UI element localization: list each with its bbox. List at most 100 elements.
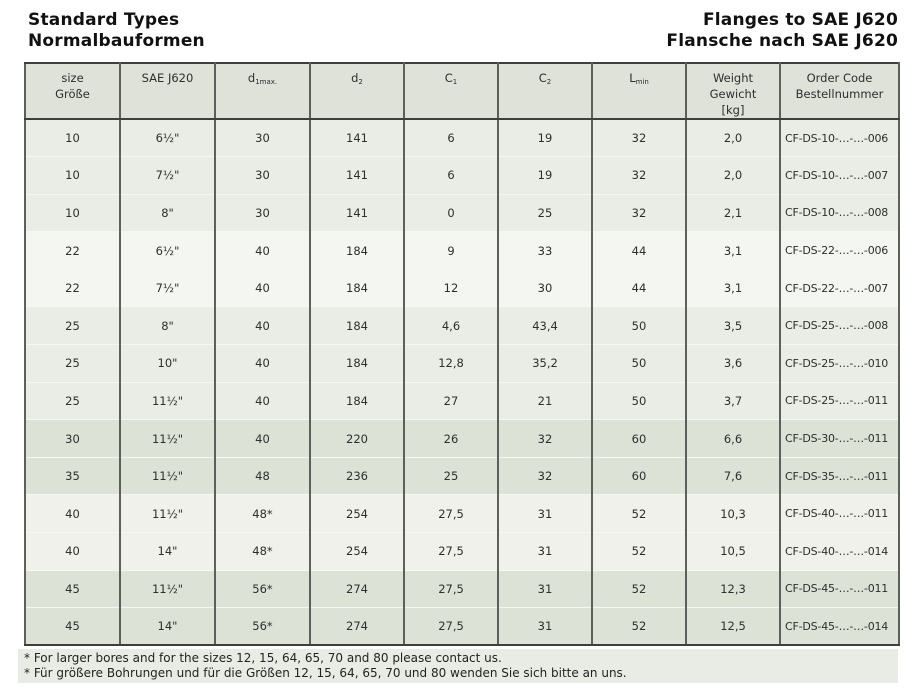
table-row: 25 8" 40 184 4,6 43,4 50 3,5 CF-DS-25-…-…-008 — [24, 306, 900, 345]
cell-d2: 184 — [309, 344, 405, 383]
cell-weight: 3,7 — [685, 381, 781, 420]
cell-weight: 2,1 — [685, 193, 781, 232]
cell-sae: 6½" — [119, 231, 216, 270]
cell-c1: 6 — [403, 118, 499, 157]
cell-c2: 32 — [497, 419, 593, 458]
cell-lmin: 32 — [591, 156, 687, 195]
footnotes-block: * For larger bores and for the sizes 12,… — [18, 649, 898, 683]
cell-lmin: 32 — [591, 193, 687, 232]
cell-sae: 14" — [119, 532, 216, 571]
table-row: 40 14" 48* 254 27,5 31 52 10,5 CF-DS-40-…-…-014 — [24, 532, 900, 571]
cell-order: CF-DS-30-…-…-011 — [779, 419, 900, 458]
col-header-weight: Weight Gewicht [kg] — [685, 62, 781, 120]
cell-c2: 31 — [497, 569, 593, 608]
cell-size: 10 — [24, 156, 121, 195]
cell-c1: 27,5 — [403, 494, 499, 533]
cell-c2: 31 — [497, 494, 593, 533]
cell-lmin: 52 — [591, 532, 687, 571]
cell-size: 25 — [24, 381, 121, 420]
page-title-right: Flanges to SAE J620 Flansche nach SAE J6… — [666, 10, 898, 52]
cell-order: CF-DS-45-…-…-011 — [779, 569, 900, 608]
cell-size: 40 — [24, 532, 121, 571]
table-row: 10 7½" 30 141 6 19 32 2,0 CF-DS-10-…-…-007 — [24, 156, 900, 195]
cell-sae: 11½" — [119, 381, 216, 420]
cell-d1max: 48 — [214, 456, 311, 495]
cell-d1max: 48* — [214, 494, 311, 533]
cell-size: 30 — [24, 419, 121, 458]
cell-weight: 10,5 — [685, 532, 781, 571]
cell-lmin: 52 — [591, 607, 687, 647]
table-row: 22 7½" 40 184 12 30 44 3,1 CF-DS-22-…-…-007 — [24, 268, 900, 307]
cell-c1: 6 — [403, 156, 499, 195]
cell-sae: 11½" — [119, 569, 216, 608]
cell-order: CF-DS-45-…-…-014 — [779, 607, 900, 647]
cell-c2: 21 — [497, 381, 593, 420]
table-row: 10 6½" 30 141 6 19 32 2,0 CF-DS-10-…-…-006 — [24, 118, 900, 157]
table-row: 25 11½" 40 184 27 21 50 3,7 CF-DS-25-…-…-011 — [24, 381, 900, 420]
cell-c2: 31 — [497, 607, 593, 647]
cell-size: 45 — [24, 607, 121, 647]
cell-lmin: 60 — [591, 456, 687, 495]
cell-c1: 26 — [403, 419, 499, 458]
cell-weight: 10,3 — [685, 494, 781, 533]
col-header-order: Order Code Bestellnummer — [779, 62, 900, 120]
cell-sae: 11½" — [119, 456, 216, 495]
cell-order: CF-DS-25-…-…-010 — [779, 344, 900, 383]
flange-dimensions-table: size Größe SAE J620 d1max. d2 C1 C2 Lmin Weight G… — [24, 62, 900, 647]
cell-c1: 25 — [403, 456, 499, 495]
table-row: 30 11½" 40 220 26 32 60 6,6 CF-DS-30-…-…-011 — [24, 419, 900, 458]
cell-order: CF-DS-35-…-…-011 — [779, 456, 900, 495]
cell-d2: 220 — [309, 419, 405, 458]
cell-d2: 254 — [309, 494, 405, 533]
col-header-size: size Größe — [24, 62, 121, 120]
cell-weight: 12,3 — [685, 569, 781, 608]
cell-weight: 7,6 — [685, 456, 781, 495]
cell-lmin: 50 — [591, 344, 687, 383]
cell-order: CF-DS-25-…-…-008 — [779, 306, 900, 345]
footnote-english: * For larger bores and for the sizes 12,… — [24, 651, 502, 665]
cell-lmin: 52 — [591, 569, 687, 608]
cell-lmin: 32 — [591, 118, 687, 157]
cell-weight: 2,0 — [685, 156, 781, 195]
table-row: 10 8" 30 141 0 25 32 2,1 CF-DS-10-…-…-008 — [24, 193, 900, 232]
cell-c2: 33 — [497, 231, 593, 270]
cell-lmin: 52 — [591, 494, 687, 533]
col-header-c2: C2 — [497, 62, 593, 120]
cell-size: 35 — [24, 456, 121, 495]
col-header-c1: C1 — [403, 62, 499, 120]
col-header-lmin: Lmin — [591, 62, 687, 120]
cell-order: CF-DS-22-…-…-006 — [779, 231, 900, 270]
col-header-d2: d2 — [309, 62, 405, 120]
cell-c1: 27,5 — [403, 569, 499, 608]
cell-c1: 4,6 — [403, 306, 499, 345]
cell-d1max: 30 — [214, 193, 311, 232]
cell-d2: 141 — [309, 156, 405, 195]
cell-weight: 12,5 — [685, 607, 781, 647]
cell-sae: 6½" — [119, 118, 216, 157]
title-english: Standard Types — [28, 10, 180, 30]
subtitle-german: Flansche nach SAE J620 — [666, 31, 898, 51]
cell-c1: 0 — [403, 193, 499, 232]
cell-d1max: 40 — [214, 344, 311, 383]
cell-c2: 35,2 — [497, 344, 593, 383]
page-header: Standard Types Normalbauformen Flanges t… — [28, 10, 898, 52]
cell-d1max: 40 — [214, 306, 311, 345]
cell-d1max: 56* — [214, 607, 311, 647]
cell-weight: 3,6 — [685, 344, 781, 383]
cell-d1max: 48* — [214, 532, 311, 571]
cell-size: 40 — [24, 494, 121, 533]
cell-d2: 184 — [309, 381, 405, 420]
cell-lmin: 50 — [591, 381, 687, 420]
cell-weight: 3,1 — [685, 231, 781, 270]
cell-c2: 25 — [497, 193, 593, 232]
cell-weight: 3,1 — [685, 268, 781, 307]
cell-d2: 184 — [309, 231, 405, 270]
cell-c2: 19 — [497, 156, 593, 195]
cell-order: CF-DS-40-…-…-014 — [779, 532, 900, 571]
cell-lmin: 50 — [591, 306, 687, 345]
cell-sae: 7½" — [119, 156, 216, 195]
footnote-german: * Für größere Bohrungen und für die Größ… — [24, 666, 627, 680]
table-row: 45 11½" 56* 274 27,5 31 52 12,3 CF-DS-45-…-…-011 — [24, 569, 900, 608]
col-header-sae: SAE J620 — [119, 62, 216, 120]
cell-order: CF-DS-10-…-…-008 — [779, 193, 900, 232]
